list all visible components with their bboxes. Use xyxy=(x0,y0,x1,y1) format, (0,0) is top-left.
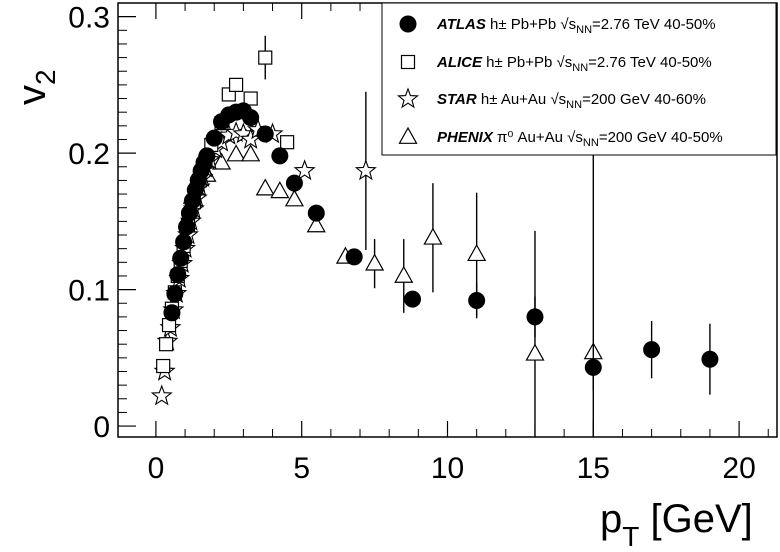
x-tick-label: 10 xyxy=(431,452,464,485)
data-point-atlas xyxy=(163,304,181,322)
axis-ticks xyxy=(118,2,769,437)
x-tick-label: 15 xyxy=(577,452,610,485)
data-point-alice xyxy=(159,337,174,352)
data-point-star xyxy=(150,384,173,406)
data-point-alice xyxy=(258,50,273,65)
data-point-alice xyxy=(243,91,258,106)
data-point-star xyxy=(354,159,377,181)
data-point-atlas xyxy=(468,292,486,310)
legend-entry-atlas: ATLAS h± Pb+Pb √sNN=2.76 TeV 40-50% xyxy=(436,16,716,36)
data-point-atlas xyxy=(526,308,544,326)
x-axis-title: pT [GeV] xyxy=(600,497,753,552)
data-point-atlas xyxy=(701,350,719,368)
data-point-phenix xyxy=(525,343,545,361)
tick-labels: 0 5 10 15 20 0 0.1 0.2 0.3 xyxy=(68,2,755,485)
data-point-phenix xyxy=(394,265,414,283)
legend-entry-phenix: PHENIX π⁰ Au+Au √sNN=200 GeV 40-50% xyxy=(437,129,723,149)
series-alice xyxy=(156,35,295,374)
legend-marker-atlas xyxy=(399,15,417,33)
y-axis-title: v2 xyxy=(10,69,61,105)
series-atlas xyxy=(163,102,719,395)
data-point-atlas xyxy=(169,266,187,284)
x-tick-label: 0 xyxy=(148,452,165,485)
data-layer xyxy=(150,35,719,437)
data-point-atlas xyxy=(242,109,260,127)
data-point-phenix xyxy=(226,144,246,162)
data-point-phenix xyxy=(255,178,275,196)
y-tick-label: 0.3 xyxy=(68,2,110,35)
data-point-atlas xyxy=(404,290,422,308)
data-point-atlas xyxy=(256,125,274,143)
y-tick-label: 0.1 xyxy=(68,275,110,308)
legend-entry-star: STAR h± Au+Au √sNN=200 GeV 40-60% xyxy=(437,91,706,111)
data-point-atlas xyxy=(175,233,193,251)
data-point-alice xyxy=(156,358,171,374)
data-point-atlas xyxy=(584,358,602,376)
data-point-atlas xyxy=(345,248,363,266)
data-point-phenix xyxy=(423,227,443,245)
data-point-atlas xyxy=(271,147,289,165)
legend-marker-alice xyxy=(400,54,416,70)
data-point-phenix xyxy=(365,253,385,271)
data-point-phenix xyxy=(270,181,290,199)
y-tick-label: 0.2 xyxy=(68,138,110,171)
data-point-atlas xyxy=(285,174,303,192)
y-tick-label: 0 xyxy=(93,411,110,444)
data-point-alice xyxy=(228,77,244,92)
series-phenix xyxy=(182,144,603,437)
legend-entry-alice: ALICE h± Pb+Pb √sNN=2.76 TeV 40-50% xyxy=(436,54,712,74)
legend-marker-star xyxy=(396,87,420,109)
data-point-atlas xyxy=(307,204,325,222)
data-point-phenix xyxy=(467,243,487,262)
data-point-phenix xyxy=(284,189,304,207)
data-point-star xyxy=(293,159,316,181)
data-point-atlas xyxy=(172,249,190,267)
data-point-phenix xyxy=(241,144,261,162)
x-tick-label: 20 xyxy=(722,452,755,485)
data-point-atlas xyxy=(198,147,216,165)
data-point-atlas xyxy=(643,341,661,359)
legend: ATLAS h± Pb+Pb √sNN=2.76 TeV 40-50% ALICE… xyxy=(381,2,777,156)
data-point-atlas xyxy=(205,129,223,147)
x-tick-label: 5 xyxy=(293,452,310,485)
data-point-phenix xyxy=(211,152,232,170)
data-point-atlas xyxy=(166,285,184,303)
data-point-alice xyxy=(280,135,295,150)
data-point-phenix xyxy=(306,215,326,233)
legend-marker-phenix xyxy=(398,126,418,144)
legend-box xyxy=(381,2,777,156)
